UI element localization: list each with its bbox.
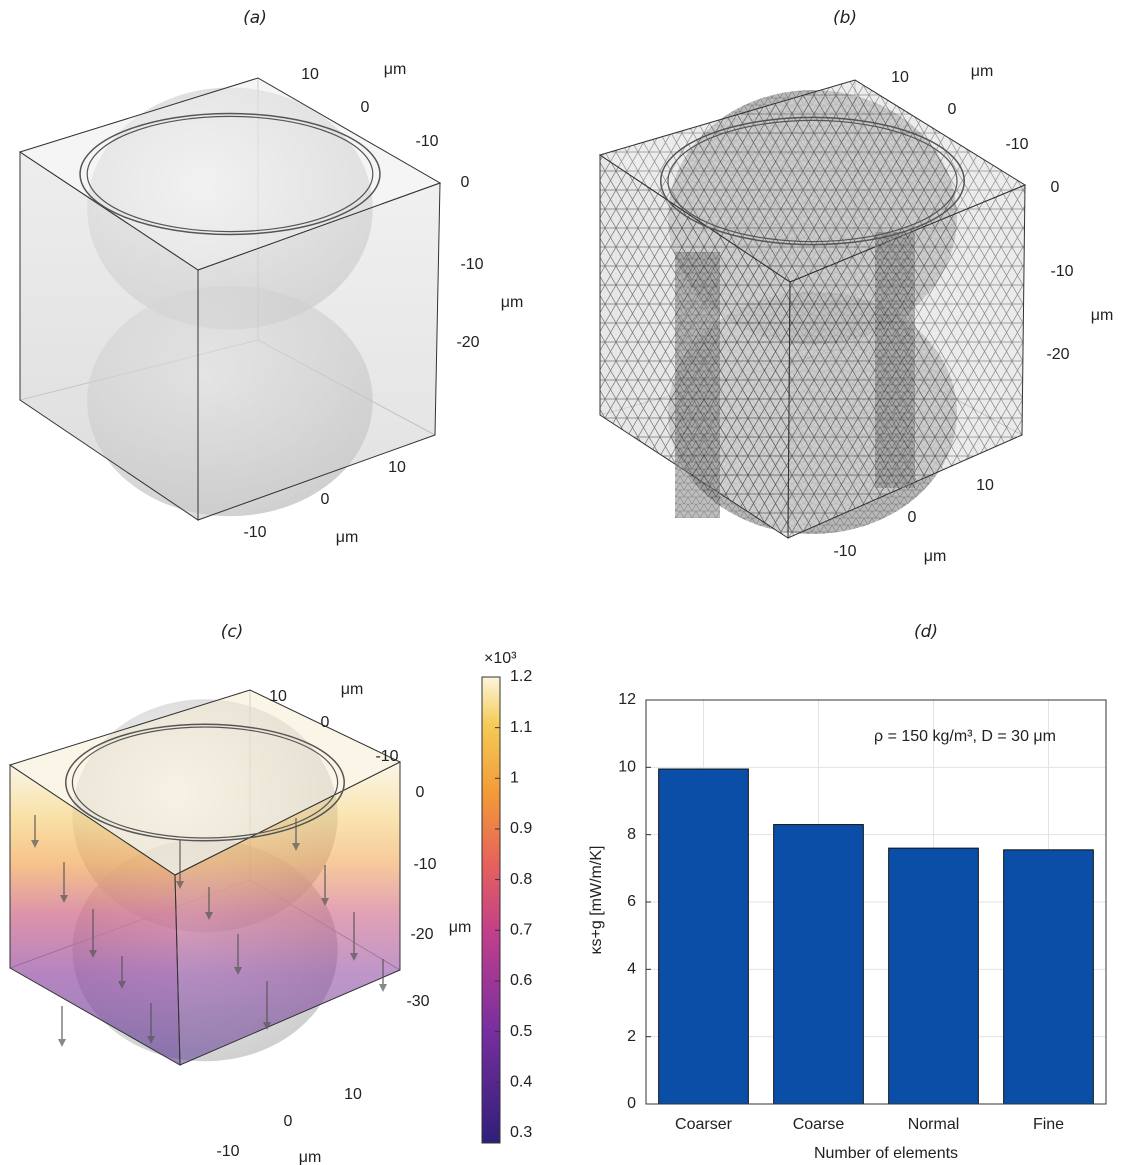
colorbar-tick-label: 0.7: [510, 921, 532, 938]
axis-unit: μm: [449, 919, 472, 936]
axis-unit: μm: [384, 61, 407, 78]
bar: [1004, 850, 1094, 1104]
colorbar-tick-label: 0.4: [510, 1073, 532, 1090]
colorbar-tick-label: 1: [510, 770, 519, 787]
panel-label: (b): [833, 8, 857, 28]
x-tick-label: Fine: [1033, 1116, 1064, 1133]
axis-tick-label: -10: [1005, 136, 1028, 153]
axis-tick-label: 0: [461, 174, 470, 191]
axis-tick-label: 0: [416, 784, 425, 801]
colorbar-tick-label: 0.8: [510, 871, 532, 888]
axis-tick-label: 0: [908, 509, 917, 526]
axis-unit: μm: [924, 548, 947, 565]
colorbar-tick-label: 1.1: [510, 719, 532, 736]
axis-tick-label: -10: [415, 133, 438, 150]
panel-label: (d): [914, 622, 938, 642]
axis-tick-label: -10: [216, 1143, 239, 1160]
colorbar-tick-label: 0.5: [510, 1023, 532, 1040]
axis-unit: μm: [341, 681, 364, 698]
flux-arrow-head: [379, 984, 387, 992]
y-tick-label: 2: [627, 1028, 636, 1045]
x-axis-label: Number of elements: [814, 1145, 958, 1162]
axis-unit: μm: [299, 1149, 322, 1165]
y-axis-label: κs+g [mW/m/K]: [588, 846, 605, 955]
colorbar-tick-label: 0.3: [510, 1124, 532, 1141]
axis-tick-label: -10: [413, 856, 436, 873]
x-tick-label: Coarser: [675, 1116, 733, 1133]
axis-tick-label: -10: [1050, 263, 1073, 280]
bar: [774, 825, 864, 1104]
axis-tick-label: -10: [833, 543, 856, 560]
y-tick-label: 12: [618, 691, 636, 708]
x-tick-label: Normal: [908, 1116, 960, 1133]
y-tick-label: 8: [627, 826, 636, 843]
axis-tick-label: 10: [976, 477, 994, 494]
axis-tick-label: 10: [301, 66, 319, 83]
axis-tick-label: 10: [269, 688, 287, 705]
axis-tick-label: -20: [410, 926, 433, 943]
axis-unit: μm: [1091, 307, 1114, 324]
colorbar: [482, 677, 500, 1143]
y-tick-label: 0: [627, 1095, 636, 1112]
panel-3d: [10, 690, 400, 1065]
dense-mesh-band: [675, 252, 720, 518]
axis-tick-label: 0: [321, 714, 330, 731]
axis-tick-label: -30: [406, 993, 429, 1010]
axis-tick-label: 0: [948, 101, 957, 118]
figure: (a)100-100-10-20100-10μmμmμm(b)100-100-1…: [0, 0, 1126, 1165]
axis-tick-label: 0: [284, 1113, 293, 1130]
panel-label: (c): [221, 622, 244, 642]
axis-tick-label: -20: [456, 334, 479, 351]
axis-tick-label: -10: [375, 748, 398, 765]
axis-tick-label: 0: [1051, 179, 1060, 196]
panel-3d: [600, 80, 1025, 538]
axis-tick-label: -10: [243, 524, 266, 541]
bar: [659, 769, 749, 1104]
y-tick-label: 6: [627, 893, 636, 910]
colorbar-tick-label: 0.9: [510, 820, 532, 837]
axis-tick-label: -20: [1046, 346, 1069, 363]
flux-arrow-head: [58, 1039, 66, 1047]
bar: [889, 848, 979, 1104]
axis-tick-label: 0: [361, 99, 370, 116]
axis-tick-label: 10: [344, 1086, 362, 1103]
annotation: ρ = 150 kg/m³, D = 30 μm: [874, 728, 1056, 745]
axis-tick-label: -10: [460, 256, 483, 273]
dense-mesh-band: [875, 232, 915, 488]
y-tick-label: 10: [618, 759, 636, 776]
axis-tick-label: 0: [321, 491, 330, 508]
axis-tick-label: 10: [388, 459, 406, 476]
colorbar-multiplier: ×10³: [484, 650, 517, 667]
colorbar-tick-label: 0.6: [510, 972, 532, 989]
x-tick-label: Coarse: [793, 1116, 845, 1133]
axis-unit: μm: [501, 294, 524, 311]
colorbar-tick-label: 1.2: [510, 668, 532, 685]
panel-3d: [20, 78, 440, 520]
panel-label: (a): [243, 8, 267, 28]
y-tick-label: 4: [627, 961, 636, 978]
axis-unit: μm: [971, 63, 994, 80]
axis-tick-label: 10: [891, 69, 909, 86]
axis-unit: μm: [336, 529, 359, 546]
